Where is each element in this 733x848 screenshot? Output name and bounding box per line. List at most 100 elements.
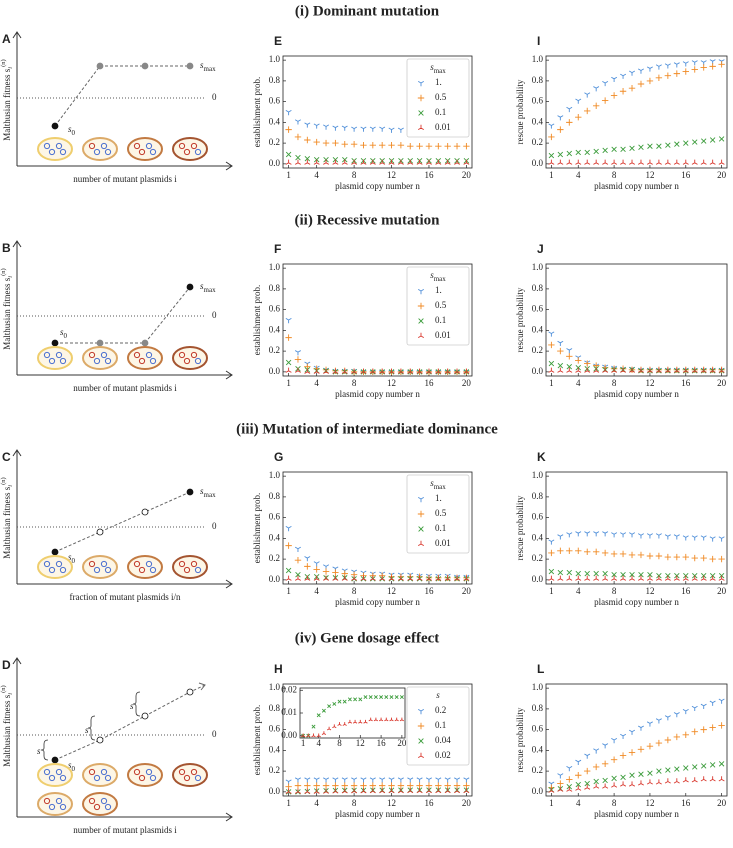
data-point — [416, 575, 423, 581]
data-point — [435, 575, 442, 581]
x-tick-label: 20 — [462, 798, 472, 808]
y-tick-label: 0.8 — [532, 703, 544, 713]
data-point — [435, 782, 442, 789]
data-point — [602, 367, 609, 373]
data-point — [691, 554, 698, 562]
data-point — [718, 761, 725, 767]
data-point — [655, 64, 662, 70]
y-axis-label: rescue probability — [515, 287, 525, 352]
y-tick-label: 0.4 — [269, 744, 281, 754]
y-tick-label: 0.8 — [269, 703, 281, 713]
data-point — [593, 575, 600, 581]
data-point — [294, 556, 302, 564]
data-point — [575, 98, 582, 104]
plasmid — [59, 803, 67, 811]
data-point — [637, 725, 644, 731]
data-point — [304, 788, 311, 794]
y-tick-label: 0.8 — [269, 283, 281, 293]
data-point — [673, 534, 680, 540]
data-point — [379, 788, 386, 794]
data-point — [566, 786, 573, 792]
data-point — [360, 159, 367, 165]
annotation-sub: 0 — [72, 557, 76, 565]
y-tick-label: 0.4 — [532, 744, 544, 754]
data-point — [363, 695, 368, 700]
data-point — [397, 575, 404, 581]
cell — [127, 137, 163, 161]
data-point — [306, 733, 311, 738]
data-point — [548, 568, 555, 575]
data-point — [709, 137, 716, 143]
data-point — [637, 551, 645, 559]
data-point — [656, 143, 662, 149]
data-point — [353, 697, 358, 702]
x-tick-label: 1 — [549, 170, 554, 180]
data-point — [285, 526, 292, 532]
y-tick-label: 0.01 — [281, 707, 297, 717]
data-point — [373, 717, 379, 722]
data-point — [304, 368, 311, 374]
x-axis — [17, 579, 233, 589]
data-point — [629, 772, 635, 778]
y-tick-label: 0.0 — [532, 786, 544, 796]
fitness-point — [51, 122, 59, 130]
data-point — [629, 532, 636, 538]
legend-label: 0.5 — [435, 92, 447, 102]
data-point — [416, 787, 423, 794]
data-point — [369, 126, 376, 132]
data-point — [360, 782, 367, 789]
data-point — [638, 771, 644, 777]
data-point — [295, 571, 301, 578]
y-tick-label: 0.2 — [532, 345, 543, 355]
data-point — [557, 534, 564, 540]
plasmid — [55, 797, 63, 805]
data-point — [463, 143, 470, 150]
plasmid — [43, 797, 51, 805]
plasmid — [55, 560, 63, 568]
data-point — [379, 575, 386, 581]
y-tick-label: 0.4 — [269, 116, 281, 126]
data-point — [397, 777, 404, 783]
plasmid — [93, 566, 101, 574]
data-point — [592, 763, 600, 771]
y-tick-label: 0.6 — [269, 304, 281, 314]
row-title: (i) Dominant mutation — [295, 3, 440, 19]
data-point — [619, 550, 627, 558]
x-tick-label: 8 — [612, 586, 617, 596]
x-axis-label: plasmid copy number n — [594, 597, 679, 607]
y-tick-label: 0.6 — [532, 724, 544, 734]
cell — [37, 763, 73, 787]
y-tick-label: 0.4 — [532, 532, 544, 542]
annotation-sub: max — [204, 286, 217, 294]
data-point — [592, 548, 600, 556]
x-tick-label: 12 — [645, 170, 654, 180]
annotation: 0 — [212, 92, 217, 102]
data-point — [337, 722, 342, 726]
plasmid — [133, 142, 141, 150]
data-point — [351, 575, 358, 581]
fitness-point — [96, 736, 104, 744]
data-point — [575, 570, 581, 577]
data-point — [691, 728, 698, 735]
y-axis-label: Malthusian fitness si(n) — [0, 59, 14, 140]
data-point — [691, 575, 698, 581]
plasmid — [104, 774, 112, 782]
data-point — [425, 143, 433, 150]
y-axis-label-text: Malthusian fitness s — [2, 486, 12, 558]
legend-label: 0.02 — [435, 750, 451, 760]
data-point — [593, 159, 600, 165]
y-tick-label: 1.0 — [532, 470, 544, 480]
data-point — [629, 159, 636, 165]
data-point — [453, 143, 461, 150]
data-point — [322, 568, 330, 575]
data-point — [673, 778, 680, 784]
data-point — [620, 532, 627, 538]
data-point — [407, 782, 414, 789]
x-tick-label: 4 — [314, 798, 319, 808]
fitness-point — [96, 339, 104, 347]
cell — [82, 137, 118, 161]
data-point — [709, 762, 716, 768]
data-point — [682, 535, 689, 541]
data-point — [435, 143, 442, 150]
data-point — [691, 367, 698, 373]
